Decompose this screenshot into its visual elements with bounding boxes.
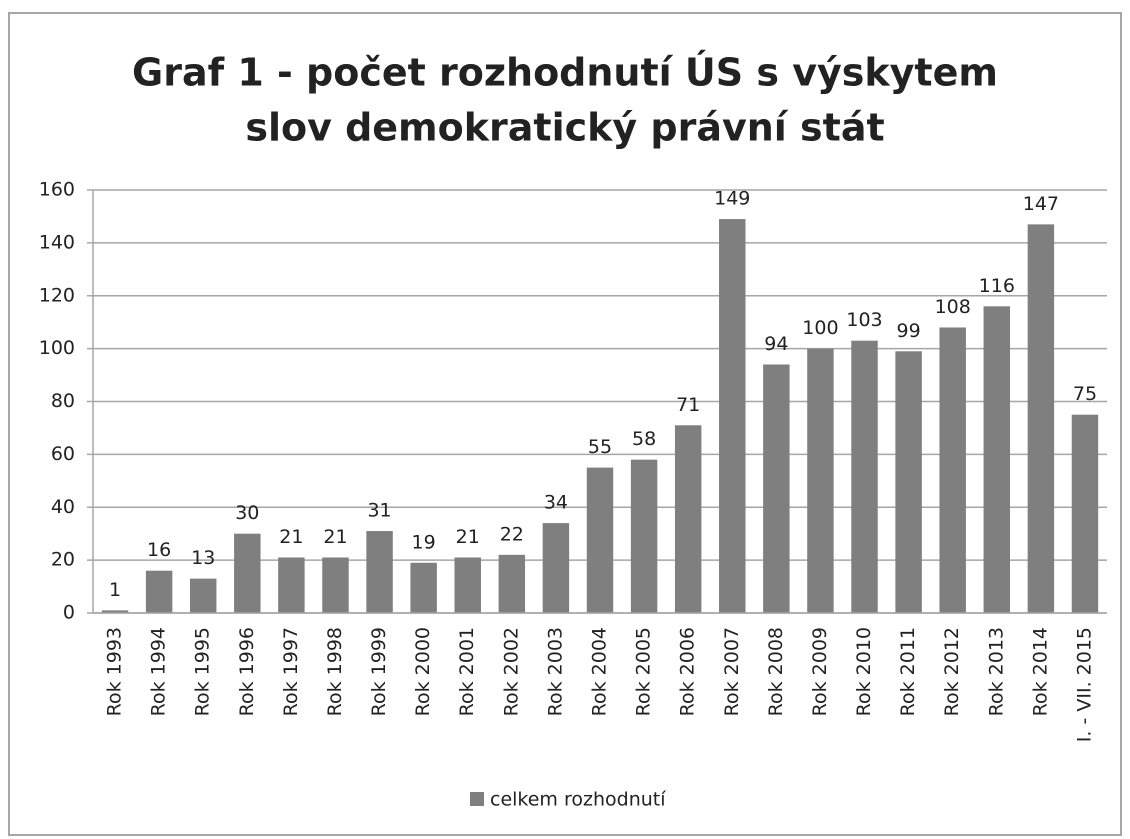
data-label: 99 — [897, 320, 921, 342]
y-tick-label: 80 — [51, 390, 75, 412]
chart-title: Graf 1 - počet rozhodnutí ÚS s výskytem — [132, 51, 998, 95]
bar — [851, 340, 878, 613]
data-label: 149 — [714, 188, 750, 210]
bar — [586, 467, 614, 613]
bar — [630, 459, 658, 613]
data-label: 21 — [323, 526, 347, 548]
y-tick-label: 40 — [51, 496, 75, 518]
data-label: 34 — [544, 492, 568, 514]
y-tick-label: 20 — [51, 549, 75, 571]
bar — [719, 219, 746, 614]
x-tick-label: Rok 1996 — [236, 627, 258, 716]
data-label: 94 — [764, 333, 788, 355]
bar — [807, 348, 834, 613]
data-label: 75 — [1073, 383, 1097, 405]
data-label: 31 — [367, 500, 391, 522]
x-tick-label: Rok 2010 — [853, 627, 875, 716]
y-tick-label: 0 — [63, 602, 75, 624]
x-tick-label: Rok 1995 — [192, 627, 214, 716]
x-tick-label: Rok 2007 — [721, 627, 743, 716]
bar — [1027, 224, 1055, 613]
y-tick-label: 120 — [39, 284, 75, 306]
data-label: 108 — [935, 296, 971, 318]
bar — [454, 557, 481, 613]
data-label: 21 — [279, 526, 303, 548]
x-tick-label: Rok 1997 — [280, 627, 302, 716]
y-tick-label: 160 — [39, 179, 75, 201]
x-tick-label: Rok 2005 — [633, 627, 655, 716]
bar — [322, 557, 349, 613]
data-label: 116 — [979, 275, 1015, 297]
data-label: 13 — [191, 547, 215, 569]
x-tick-label: Rok 2013 — [985, 627, 1007, 716]
bar — [366, 531, 393, 613]
bar — [895, 351, 922, 613]
x-tick-label: Rok 1994 — [148, 627, 170, 716]
bar — [498, 554, 526, 613]
x-tick-label: Rok 2000 — [412, 627, 434, 716]
data-label: 1 — [109, 579, 121, 601]
legend-label: celkem rozhodnutí — [490, 789, 666, 811]
x-tick-label: Rok 2002 — [500, 627, 522, 716]
bar — [234, 533, 261, 613]
data-label: 55 — [588, 436, 612, 458]
x-tick-label: Rok 2003 — [544, 627, 566, 716]
x-tick-label: Rok 1993 — [104, 627, 126, 716]
y-tick-label: 100 — [39, 337, 75, 359]
data-label: 30 — [235, 502, 259, 524]
y-tick-label: 60 — [51, 443, 75, 465]
bar — [410, 562, 437, 613]
x-tick-label: Rok 1999 — [368, 627, 390, 716]
chart-border — [8, 12, 1122, 836]
bar — [145, 570, 173, 613]
data-label: 21 — [456, 526, 480, 548]
x-tick-label: Rok 2008 — [765, 627, 787, 716]
bar — [674, 425, 702, 613]
x-tick-label: Rok 2011 — [897, 627, 919, 716]
x-tick-label: Rok 2001 — [456, 627, 478, 716]
bar — [1071, 414, 1099, 613]
legend-swatch — [470, 792, 484, 806]
x-tick-label: I. - VII. 2015 — [1073, 627, 1095, 742]
bar — [939, 327, 966, 613]
data-label: 22 — [500, 523, 524, 545]
data-label: 19 — [412, 531, 436, 553]
x-tick-label: Rok 1998 — [324, 627, 346, 716]
x-tick-label: Rok 2009 — [809, 627, 831, 716]
y-tick-label: 140 — [39, 231, 75, 253]
data-label: 100 — [802, 317, 838, 339]
x-tick-label: Rok 2012 — [941, 627, 963, 716]
bar — [763, 364, 790, 613]
chart-title: slov demokratický právní stát — [245, 106, 884, 150]
data-label: 71 — [676, 394, 700, 416]
data-label: 58 — [632, 428, 656, 450]
bar — [189, 578, 217, 613]
x-tick-label: Rok 2014 — [1029, 627, 1051, 716]
bar — [101, 610, 129, 613]
data-label: 16 — [147, 539, 171, 561]
bar — [542, 523, 570, 613]
data-label: 147 — [1023, 193, 1059, 215]
x-tick-label: Rok 2004 — [589, 627, 611, 716]
bar — [278, 557, 305, 613]
bar — [983, 306, 1011, 613]
data-label: 103 — [846, 309, 882, 331]
x-tick-label: Rok 2006 — [677, 627, 699, 716]
